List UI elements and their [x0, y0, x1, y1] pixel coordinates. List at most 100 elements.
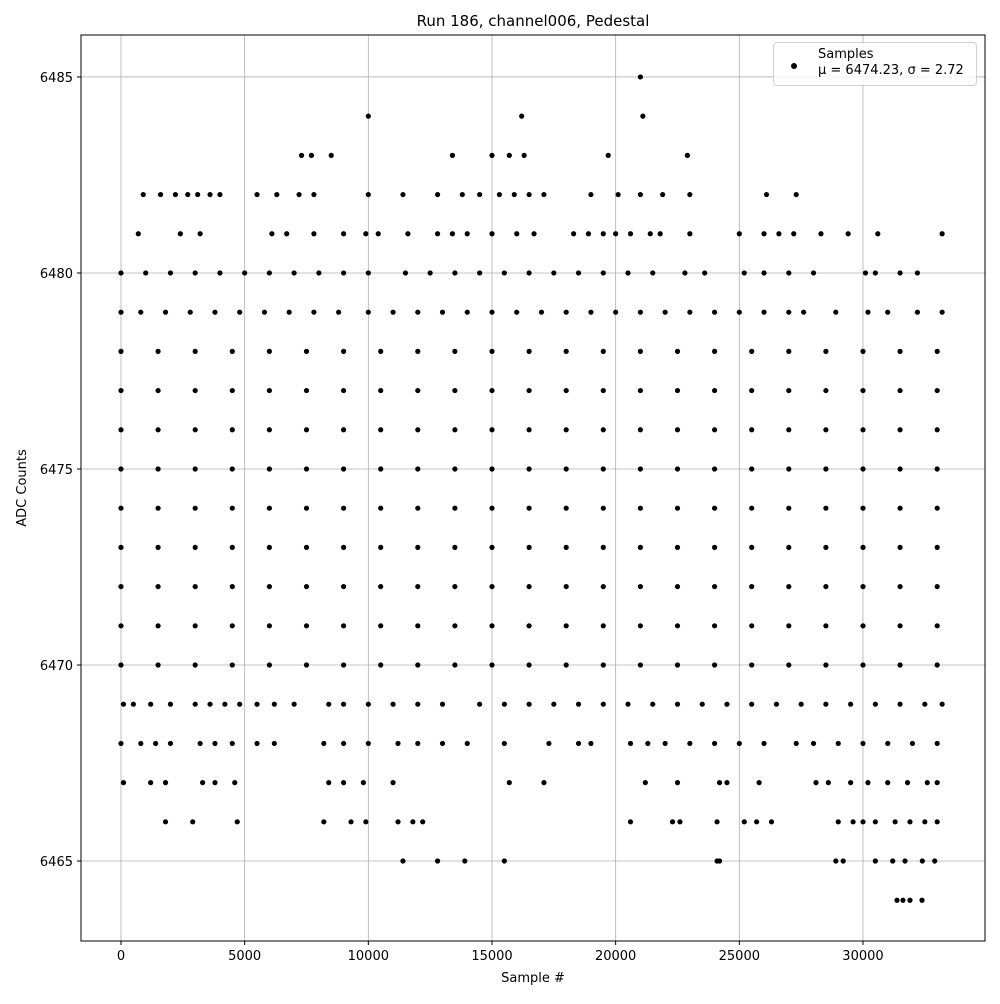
point	[848, 701, 854, 707]
point	[939, 309, 945, 315]
point	[749, 505, 755, 511]
point	[600, 348, 606, 354]
point	[600, 623, 606, 629]
point	[415, 544, 421, 550]
point	[212, 780, 218, 786]
point	[526, 623, 532, 629]
point	[711, 387, 718, 394]
point	[415, 387, 421, 394]
point	[724, 701, 730, 707]
point	[860, 819, 866, 825]
point	[271, 701, 277, 707]
point	[773, 701, 780, 707]
point	[365, 701, 371, 707]
point	[274, 191, 280, 198]
point	[207, 701, 213, 707]
point	[415, 466, 421, 472]
point	[786, 544, 792, 550]
point	[172, 191, 179, 198]
points	[118, 74, 945, 903]
point	[254, 740, 260, 747]
point	[526, 427, 532, 433]
point	[645, 740, 651, 747]
point	[637, 544, 643, 550]
point	[311, 191, 317, 198]
point	[420, 819, 426, 825]
point	[118, 505, 124, 511]
point	[637, 309, 643, 315]
point	[600, 466, 606, 472]
point	[699, 701, 705, 707]
point	[254, 191, 260, 198]
point	[365, 270, 371, 276]
point	[303, 623, 310, 629]
point	[439, 701, 446, 707]
point	[526, 583, 532, 590]
point	[340, 740, 347, 747]
point	[405, 231, 411, 237]
point	[400, 858, 406, 864]
point	[711, 505, 718, 511]
point	[118, 662, 124, 668]
point	[402, 270, 409, 276]
point	[897, 387, 903, 394]
legend-marker	[791, 63, 797, 69]
point	[155, 662, 161, 668]
point	[749, 701, 755, 707]
point	[229, 662, 235, 668]
point	[157, 191, 164, 198]
point	[340, 231, 347, 237]
point	[934, 623, 940, 629]
point	[600, 662, 606, 668]
point	[415, 701, 421, 707]
point	[571, 231, 577, 237]
point	[922, 701, 928, 707]
point	[793, 740, 799, 747]
point	[687, 740, 693, 747]
point	[588, 191, 594, 198]
point	[615, 191, 621, 198]
point	[749, 544, 755, 550]
point	[625, 701, 631, 707]
point	[378, 544, 384, 550]
point	[919, 897, 925, 903]
point	[682, 270, 688, 276]
point	[741, 270, 747, 276]
point	[872, 701, 878, 707]
point	[229, 544, 235, 550]
point	[266, 583, 272, 590]
point	[600, 270, 606, 276]
point	[860, 387, 866, 394]
point	[860, 662, 866, 668]
point	[378, 387, 384, 394]
point	[229, 505, 235, 511]
point	[600, 583, 606, 590]
point	[823, 466, 829, 472]
point	[939, 701, 945, 707]
point	[120, 780, 127, 786]
point	[192, 270, 198, 276]
point	[526, 701, 532, 707]
point	[860, 466, 866, 472]
point	[452, 623, 458, 629]
point	[711, 348, 718, 354]
point	[192, 466, 198, 472]
point	[585, 231, 592, 237]
point	[521, 152, 527, 158]
point	[340, 701, 347, 707]
point	[674, 780, 681, 786]
point	[340, 544, 347, 550]
point	[363, 819, 369, 825]
point	[162, 819, 169, 825]
x-tick-label: 10000	[348, 949, 389, 964]
point	[897, 623, 903, 629]
point	[135, 231, 141, 237]
point	[823, 348, 829, 354]
point	[266, 387, 272, 394]
point	[365, 740, 371, 747]
point	[897, 662, 903, 668]
point	[850, 819, 856, 825]
point	[452, 583, 458, 590]
point	[390, 309, 396, 315]
point	[308, 152, 315, 158]
